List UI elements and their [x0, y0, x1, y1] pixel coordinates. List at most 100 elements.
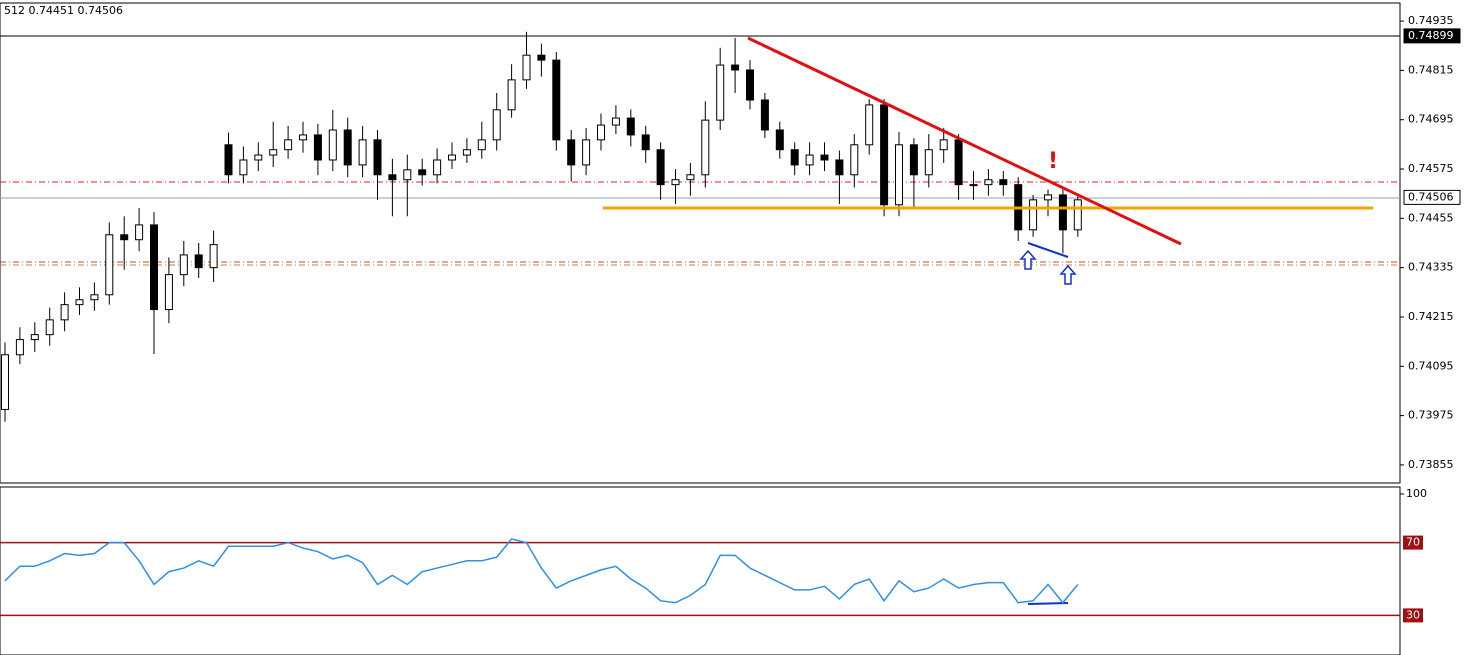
candle-body [433, 159, 442, 176]
y-tick-label: 0.74095 [1408, 359, 1454, 372]
price-label: 0.74506 [1408, 190, 1454, 203]
divergence-line [1027, 242, 1069, 258]
y-tick-label: 0.74575 [1408, 162, 1454, 175]
candle-body [686, 174, 695, 181]
candle-body [373, 139, 382, 176]
y-tick-label: 100 [1406, 487, 1427, 500]
y-tick-label: 0.74815 [1408, 63, 1454, 76]
candle-body [969, 184, 978, 187]
candle-body [269, 149, 278, 156]
rsi-panel [0, 486, 1401, 655]
candle-body [865, 104, 874, 146]
candle-body [328, 129, 337, 161]
candle-body [1058, 194, 1067, 231]
candle-body [120, 234, 129, 241]
candle-body [388, 174, 397, 181]
candle-body [611, 117, 620, 126]
candle-body [239, 159, 248, 176]
rsi-tick-box [1403, 608, 1423, 623]
candle-body [164, 274, 173, 311]
candle-body [909, 144, 918, 176]
candle-body [954, 139, 963, 186]
rsi-line [4, 538, 1079, 604]
candle-body [150, 224, 158, 311]
candle-body [880, 104, 889, 206]
y-tick-label: 0.74695 [1408, 113, 1454, 126]
candle-body [597, 124, 605, 141]
y-tick-label: 0.73855 [1408, 458, 1454, 471]
candle-body [403, 169, 412, 181]
candle-body [731, 64, 740, 71]
candle-body [135, 224, 144, 241]
candle-body [567, 139, 576, 166]
price-label-box [1403, 189, 1461, 205]
candle-body [254, 154, 263, 161]
candle-body [1044, 194, 1052, 201]
candle-body [760, 99, 769, 131]
candle-body [462, 149, 471, 156]
candle-body [343, 129, 352, 166]
candle-body [775, 129, 784, 151]
candle-body [75, 299, 84, 306]
candle-body [701, 119, 710, 176]
candle-body [790, 149, 799, 166]
candle-body [418, 169, 427, 176]
candle-body [1029, 199, 1038, 231]
rsi-divergence-line [1027, 602, 1069, 605]
candle-body [1073, 199, 1082, 231]
y-tick-label: 0.74935 [1408, 14, 1454, 27]
candle-body [746, 69, 754, 101]
candle-body [179, 254, 188, 276]
header: 512 0.74451 0.74506 [4, 4, 123, 17]
candle-body [194, 254, 203, 269]
candle-body [984, 179, 993, 186]
candle-body [552, 59, 561, 141]
candle-body [537, 54, 546, 61]
candle-body [939, 139, 948, 151]
candle-body [30, 334, 39, 341]
y-tick-label: 0.74455 [1408, 211, 1454, 224]
candle-body [850, 144, 859, 176]
price-label-box [1403, 28, 1461, 44]
candle-body [1, 354, 9, 410]
up-arrow [1059, 264, 1077, 285]
candle-body [358, 139, 367, 166]
rsi-tick-box [1403, 535, 1423, 550]
alert-mark: ! [1048, 149, 1058, 174]
y-tick-label: 0.74215 [1408, 310, 1454, 323]
y-tick-label: 30 [1406, 608, 1420, 621]
trend-line [747, 36, 1182, 246]
price-panel [0, 2, 1401, 484]
candle-body [522, 54, 531, 81]
candle-body [60, 304, 69, 321]
candle-body [448, 154, 456, 161]
candle-body [313, 134, 322, 161]
y-tick-label: 0.74335 [1408, 261, 1454, 274]
candle-body [582, 139, 591, 166]
candle-body [999, 179, 1008, 186]
candle-body [805, 154, 814, 166]
candle-body [641, 134, 650, 151]
up-arrow [1019, 249, 1037, 270]
candle-body [895, 144, 903, 206]
y-tick-label: 0.73975 [1408, 409, 1454, 422]
candle-body [299, 134, 307, 141]
candle-body [820, 154, 829, 161]
candle-body [492, 109, 501, 141]
candle-body [105, 234, 114, 296]
candle-body [90, 294, 99, 301]
candle-body [507, 79, 516, 111]
candle-body [716, 64, 725, 121]
y-tick-label: 70 [1406, 536, 1420, 549]
candle-body [626, 117, 635, 136]
candle-body [924, 149, 933, 176]
candle-body [224, 144, 233, 176]
candle-body [477, 139, 486, 151]
candle-body [671, 179, 680, 186]
candle-body [656, 149, 665, 186]
candle-body [15, 339, 24, 356]
candle-body [835, 159, 844, 176]
candle-body [284, 139, 293, 151]
candle-body [45, 319, 54, 336]
